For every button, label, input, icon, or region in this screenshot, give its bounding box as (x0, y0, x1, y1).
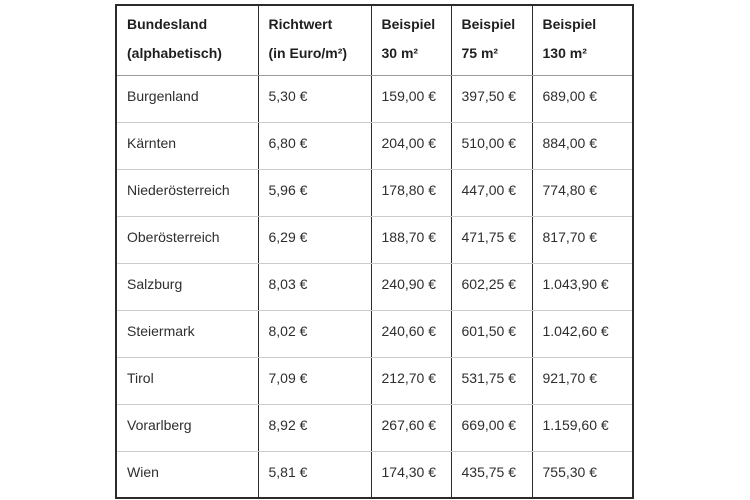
rent-table-header: Bundesland (alphabetisch) Richtwert (in Eur… (115, 5, 634, 76)
header-line-2: (alphabetisch) (127, 45, 222, 61)
header-line-2: 30 m² (381, 45, 419, 61)
value-cell: 1.043,90 € (531, 263, 634, 311)
header-line-1: Beispiel (542, 16, 597, 32)
table-row: Steiermark 8,02 €240,60 €601,50 €1.042,60… (115, 310, 634, 358)
value-cell: 6,80 € (257, 122, 372, 170)
value-cell: 204,00 € (370, 122, 452, 170)
rent-table: Bundesland (alphabetisch) Richtwert (in Eur… (115, 4, 634, 499)
value-cell: 774,80 € (531, 169, 634, 217)
header-line-1: Beispiel (381, 16, 436, 32)
value-cell: 240,90 € (370, 263, 452, 311)
value-cell: 669,00 € (450, 404, 533, 452)
value-cell: 884,00 € (531, 122, 634, 170)
value-cell: 6,29 € (257, 216, 372, 264)
state-name-cell: Kärnten (115, 122, 259, 170)
value-cell: 510,00 € (450, 122, 533, 170)
header-cell: Bundesland (alphabetisch) (115, 5, 259, 76)
table-row: Kärnten 6,80 €204,00 €510,00 €884,00 € (115, 122, 634, 170)
value-cell: 5,81 € (257, 451, 372, 499)
state-name-cell: Salzburg (115, 263, 259, 311)
value-cell: 174,30 € (370, 451, 452, 499)
value-cell: 7,09 € (257, 357, 372, 405)
value-cell: 397,50 € (450, 75, 533, 123)
header-row: Bundesland (alphabetisch) Richtwert (in Eur… (115, 5, 634, 76)
state-name-cell: Burgenland (115, 75, 259, 123)
state-name-cell: Niederösterreich (115, 169, 259, 217)
value-cell: 8,03 € (257, 263, 372, 311)
value-cell: 8,02 € (257, 310, 372, 358)
value-cell: 267,60 € (370, 404, 452, 452)
value-cell: 5,96 € (257, 169, 372, 217)
value-cell: 755,30 € (531, 451, 634, 499)
table-row: Salzburg 8,03 €240,90 €602,25 €1.043,90 € (115, 263, 634, 311)
value-cell: 1.159,60 € (531, 404, 634, 452)
value-cell: 212,70 € (370, 357, 452, 405)
table-row: Wien 5,81 €174,30 €435,75 €755,30 € (115, 451, 634, 499)
table-row: Tirol 7,09 €212,70 €531,75 €921,70 € (115, 357, 634, 405)
table-row: Niederösterreich 5,96 €178,80 €447,00 €77… (115, 169, 634, 217)
header-cell: Richtwert (in Euro/m²) (257, 5, 372, 76)
value-cell: 435,75 € (450, 451, 533, 499)
value-cell: 689,00 € (531, 75, 634, 123)
value-cell: 817,70 € (531, 216, 634, 264)
table-row: Vorarlberg 8,92 €267,60 €669,00 €1.159,60… (115, 404, 634, 452)
header-line-2: 75 m² (461, 45, 499, 61)
rent-table-container: Bundesland (alphabetisch) Richtwert (in Eur… (115, 4, 634, 499)
value-cell: 602,25 € (450, 263, 533, 311)
state-name-cell: Wien (115, 451, 259, 499)
table-row: Oberösterreich 6,29 €188,70 €471,75 €817,… (115, 216, 634, 264)
value-cell: 8,92 € (257, 404, 372, 452)
state-name-cell: Oberösterreich (115, 216, 259, 264)
value-cell: 5,30 € (257, 75, 372, 123)
header-line-2: 130 m² (542, 45, 587, 61)
value-cell: 178,80 € (370, 169, 452, 217)
state-name-cell: Vorarlberg (115, 404, 259, 452)
header-cell: Beispiel 75 m² (450, 5, 533, 76)
header-line-2: (in Euro/m²) (268, 45, 348, 61)
header-cell: Beispiel 130 m² (531, 5, 634, 76)
header-line-1: Beispiel (461, 16, 516, 32)
state-name-cell: Steiermark (115, 310, 259, 358)
value-cell: 531,75 € (450, 357, 533, 405)
header-line-1: Richtwert (268, 16, 333, 32)
value-cell: 188,70 € (370, 216, 452, 264)
value-cell: 471,75 € (450, 216, 533, 264)
value-cell: 447,00 € (450, 169, 533, 217)
value-cell: 240,60 € (370, 310, 452, 358)
rent-table-body: Burgenland 5,30 €159,00 €397,50 €689,00 €… (115, 75, 634, 499)
header-line-1: Bundesland (127, 16, 208, 32)
value-cell: 1.042,60 € (531, 310, 634, 358)
value-cell: 159,00 € (370, 75, 452, 123)
value-cell: 921,70 € (531, 357, 634, 405)
header-cell: Beispiel 30 m² (370, 5, 452, 76)
value-cell: 601,50 € (450, 310, 533, 358)
table-row: Burgenland 5,30 €159,00 €397,50 €689,00 € (115, 75, 634, 123)
state-name-cell: Tirol (115, 357, 259, 405)
